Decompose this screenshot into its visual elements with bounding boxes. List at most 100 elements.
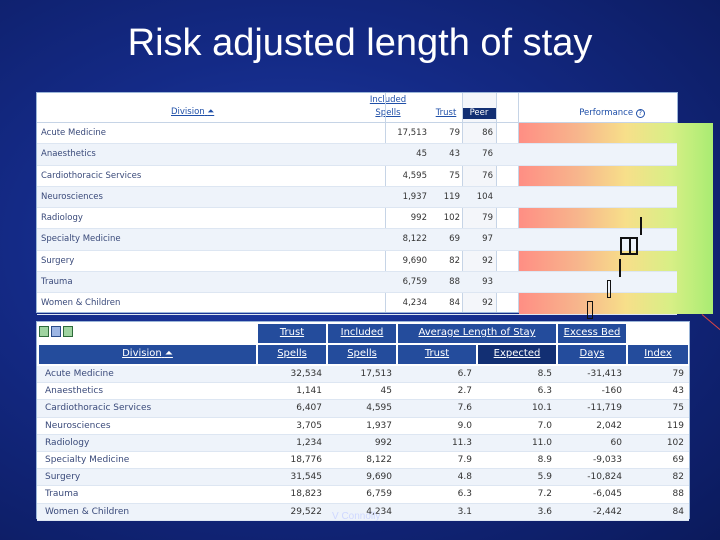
index-header[interactable]: Index xyxy=(628,345,688,364)
index-cell: 88 xyxy=(672,489,684,500)
los-trust-cell: 7.6 xyxy=(457,403,472,414)
days-cell: -10,824 xyxy=(587,472,622,483)
days-cell: 60 xyxy=(610,437,622,448)
table-row: Trauma 6,759 88 93 xyxy=(37,272,677,294)
peer-header[interactable]: Peer xyxy=(462,108,496,119)
included-spells-cell: 992 xyxy=(374,437,392,448)
days-cell: -160 xyxy=(601,386,622,397)
spells-header[interactable]: Spells xyxy=(375,108,401,118)
los-trust-cell: 2.7 xyxy=(457,386,472,397)
sort-icon: ⏶ xyxy=(164,348,173,359)
table-row: Specialty Medicine 18,776 8,122 7.9 8.9 … xyxy=(37,452,689,470)
spells-cell: 8,122 xyxy=(402,234,427,245)
trust-spells-cell: 31,545 xyxy=(290,472,323,483)
peer-cell: 92 xyxy=(482,255,493,266)
included-spells-cell: 4,595 xyxy=(366,403,392,414)
included-spells-cell: 9,690 xyxy=(366,472,392,483)
index-cell: 69 xyxy=(672,454,684,465)
los-trust-cell: 7.9 xyxy=(457,454,472,465)
los-trust-cell: 3.1 xyxy=(457,506,472,517)
expected-cell: 7.2 xyxy=(537,489,552,500)
los-trust-cell: 6.7 xyxy=(457,369,472,379)
division-header[interactable]: Division ⏶ xyxy=(171,107,215,117)
days-header[interactable]: Days xyxy=(558,345,626,364)
trust-cell: 102 xyxy=(443,213,460,224)
expected-cell: 3.6 xyxy=(537,506,552,517)
los-table-header: Trust Included Average Length of Stay Ex… xyxy=(37,322,689,364)
trust-header[interactable]: Trust xyxy=(435,108,457,118)
division-cell: Radiology xyxy=(41,213,83,224)
index-cell: 43 xyxy=(672,386,684,397)
peer-cell: 86 xyxy=(482,128,493,138)
trust-cell: 75 xyxy=(449,170,460,181)
los-trust-cell: 9.0 xyxy=(457,420,472,431)
performance-marker xyxy=(619,259,621,277)
peer-cell: 104 xyxy=(476,191,493,202)
trust-spells-cell: 32,534 xyxy=(290,369,323,379)
performance-marker-box xyxy=(607,280,611,298)
los-table-body: Acute Medicine 32,534 17,513 6.7 8.5 -31… xyxy=(37,366,689,521)
expected-cell: 5.9 xyxy=(537,472,552,483)
trust-group-header[interactable]: Trust xyxy=(258,324,326,343)
included-spells-cell: 17,513 xyxy=(360,369,393,379)
table-row: Acute Medicine 32,534 17,513 6.7 8.5 -31… xyxy=(37,366,689,384)
table-row: Neurosciences 3,705 1,937 9.0 7.0 2,042 … xyxy=(37,418,689,435)
info-icon[interactable]: ? xyxy=(635,109,645,118)
los-trust-cell: 11.3 xyxy=(451,437,472,448)
included-spells-header[interactable]: Spells xyxy=(328,345,396,364)
los-trust-header[interactable]: Trust xyxy=(398,345,476,364)
division-header[interactable]: Division ⏶ xyxy=(39,345,256,364)
performance-table-header: Division ⏶ Included Spells Trust Peer Pe… xyxy=(37,93,677,123)
trust-spells-cell: 29,522 xyxy=(290,506,323,517)
performance-header: Performance ? xyxy=(527,108,697,119)
division-cell: Specialty Medicine xyxy=(45,454,130,465)
print-icon[interactable] xyxy=(63,326,73,337)
performance-marker-box xyxy=(587,301,593,319)
performance-marker xyxy=(629,238,631,254)
division-cell: Anaesthetics xyxy=(41,149,96,160)
index-cell: 82 xyxy=(672,472,684,483)
peer-cell: 76 xyxy=(482,149,493,160)
performance-table-panel: Division ⏶ Included Spells Trust Peer Pe… xyxy=(36,92,713,404)
division-cell: Surgery xyxy=(45,472,81,483)
table-row: Radiology 992 102 79 xyxy=(37,208,677,230)
days-cell: -9,033 xyxy=(592,454,622,465)
table-row: Radiology 1,234 992 11.3 11.0 60 102 xyxy=(37,434,689,452)
spells-cell: 6,759 xyxy=(402,277,427,288)
trust-cell: 82 xyxy=(449,255,460,266)
division-cell: Acute Medicine xyxy=(45,369,114,379)
days-cell: -2,442 xyxy=(592,506,622,517)
division-cell: Trauma xyxy=(41,277,73,288)
excess-bed-group-header[interactable]: Excess Bed xyxy=(558,324,626,343)
trust-cell: 88 xyxy=(449,277,460,288)
peer-cell: 97 xyxy=(482,234,493,245)
table-row: Surgery 9,690 82 92 xyxy=(37,251,677,273)
days-cell: -11,719 xyxy=(587,403,622,414)
index-cell: 84 xyxy=(672,506,684,517)
table-row: Neurosciences 1,937 119 104 xyxy=(37,186,677,209)
expected-cell: 11.0 xyxy=(531,437,552,448)
peer-cell: 93 xyxy=(482,277,493,288)
table-row: Specialty Medicine 8,122 69 97 xyxy=(37,229,677,251)
trust-spells-header[interactable]: Spells xyxy=(258,345,326,364)
included-spells-cell: 45 xyxy=(380,386,392,397)
expected-header[interactable]: Expected xyxy=(478,345,556,364)
performance-table-body: Acute Medicine 17,513 79 86 Anaesthetics… xyxy=(37,123,677,315)
performance-marker xyxy=(640,217,642,235)
table-row: Cardiothoracic Services 6,407 4,595 7.6 … xyxy=(37,400,689,418)
included-group-header[interactable]: Included xyxy=(328,324,396,343)
length-of-stay-panel: Trust Included Average Length of Stay Ex… xyxy=(36,321,690,521)
excel-icon[interactable] xyxy=(39,326,49,337)
included-spells-cell: 8,122 xyxy=(366,454,392,465)
table-row: Trauma 18,823 6,759 6.3 7.2 -6,045 88 xyxy=(37,486,689,504)
days-cell: -31,413 xyxy=(587,369,622,379)
division-cell: Specialty Medicine xyxy=(41,234,121,245)
trust-spells-cell: 1,141 xyxy=(296,386,322,397)
included-header[interactable]: Included xyxy=(369,95,407,105)
word-icon[interactable] xyxy=(51,326,61,337)
trust-cell: 79 xyxy=(449,128,460,138)
avg-los-group-header[interactable]: Average Length of Stay xyxy=(398,324,556,343)
expected-cell: 10.1 xyxy=(531,403,552,414)
expected-cell: 8.9 xyxy=(537,454,552,465)
division-cell: Radiology xyxy=(45,437,90,448)
